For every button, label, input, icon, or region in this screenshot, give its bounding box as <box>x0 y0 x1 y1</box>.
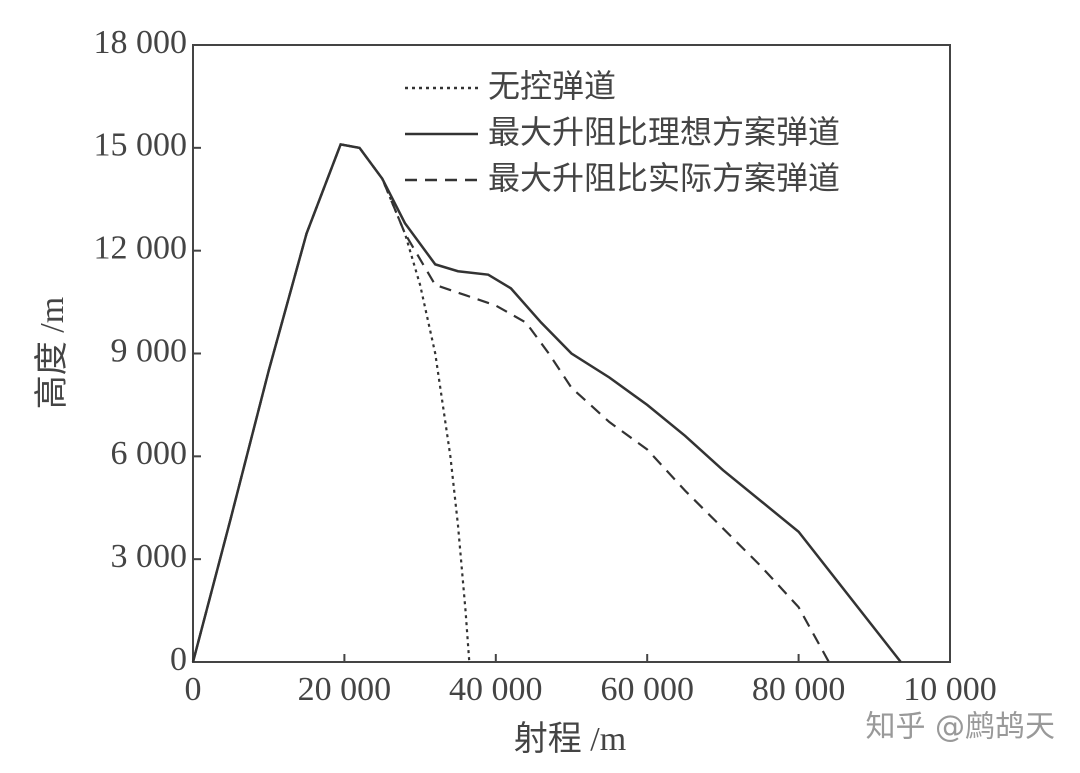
x-tick-label: 80 000 <box>752 671 846 708</box>
y-tick-label: 0 <box>170 641 187 678</box>
x-tick-label: 10 000 <box>903 671 997 708</box>
watermark: 知乎 @鹧鸪天 <box>865 710 1055 745</box>
x-tick-label: 40 000 <box>449 671 543 708</box>
legend-label: 最大升阻比理想方案弹道 <box>488 113 840 151</box>
y-tick-label: 3 000 <box>111 538 188 575</box>
y-tick-label: 18 000 <box>94 24 188 61</box>
y-tick-label: 9 000 <box>111 332 188 369</box>
y-axis-label: 高度 /m <box>33 297 71 409</box>
series-line <box>191 143 471 663</box>
legend-label: 无控弹道 <box>488 67 616 105</box>
x-tick-label: 0 <box>185 671 202 708</box>
x-axis-label: 射程 /m <box>514 720 626 758</box>
y-tick-label: 6 000 <box>111 435 188 472</box>
y-tick-label: 15 000 <box>94 127 188 164</box>
series-line <box>191 143 830 663</box>
series-line <box>191 142 902 663</box>
x-tick-label: 60 000 <box>600 671 694 708</box>
y-tick-label: 12 000 <box>94 229 188 266</box>
legend-label: 最大升阻比实际方案弹道 <box>488 159 840 197</box>
x-tick-label: 20 000 <box>298 671 392 708</box>
